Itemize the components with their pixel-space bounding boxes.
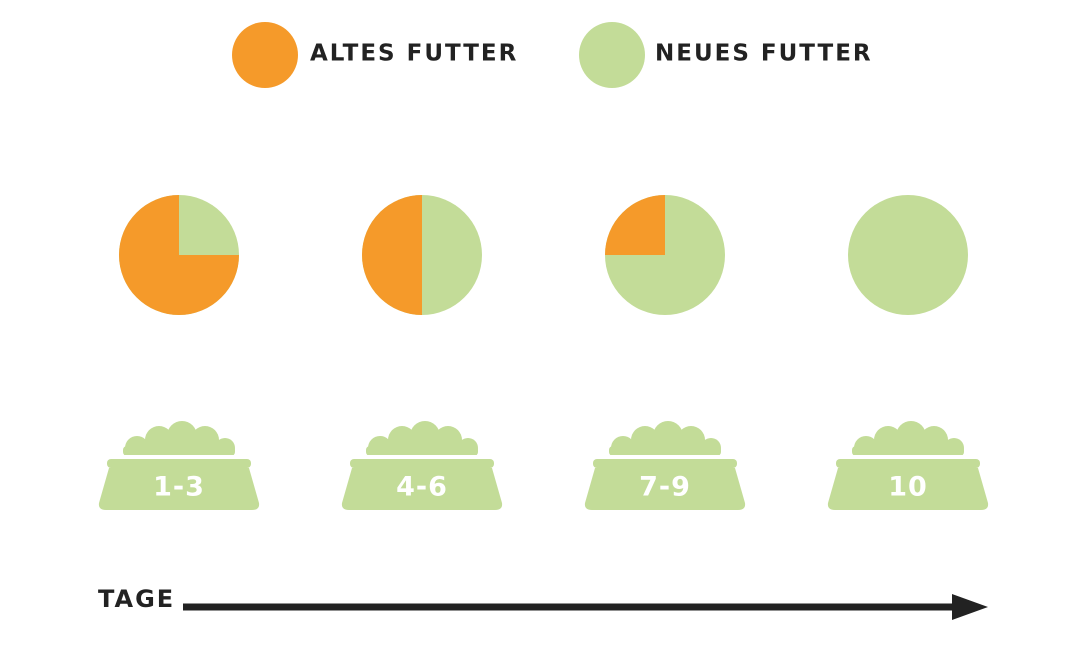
legend-old-food-swatch xyxy=(232,22,298,88)
axis-label-days: TAGE xyxy=(98,585,175,613)
day-range-label: 7-9 xyxy=(639,472,691,503)
day-range-label: 10 xyxy=(888,472,928,503)
food-bowl-icon xyxy=(98,421,260,510)
food-bowl-icon xyxy=(341,421,503,510)
food-bowl-icon xyxy=(584,421,746,510)
pie-charts xyxy=(119,195,968,315)
pie-slice-old-food xyxy=(362,195,422,315)
pie-slice-old-food xyxy=(605,195,665,255)
arrow-right-icon xyxy=(952,594,988,620)
legend-new-food-label: NEUES FUTTER xyxy=(655,41,873,67)
legend-new-food-swatch xyxy=(579,22,645,88)
day-range-label: 1-3 xyxy=(153,472,205,503)
legend-old-food-label: ALTES FUTTER xyxy=(310,41,518,67)
day-range-label: 4-6 xyxy=(396,472,448,503)
timeline-axis: TAGE xyxy=(98,585,988,620)
pie-slice-new-food xyxy=(848,195,968,315)
legend: ALTES FUTTER NEUES FUTTER xyxy=(232,22,873,88)
food-bowls: 1-3 4-6 7-9 10 xyxy=(98,421,989,510)
food-bowl-icon xyxy=(827,421,989,510)
pie-slice-old-food xyxy=(119,195,239,315)
